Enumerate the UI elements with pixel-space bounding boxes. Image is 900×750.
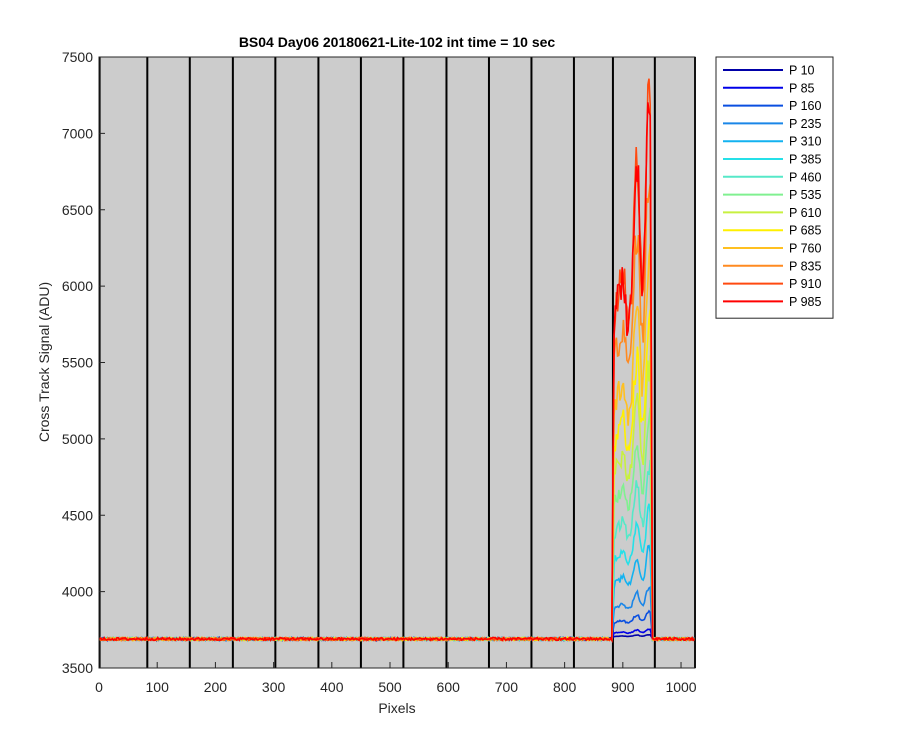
legend-entry: P 835 (789, 259, 821, 273)
y-tick-label: 7000 (62, 125, 93, 141)
x-tick-label: 700 (495, 679, 519, 695)
y-tick-label: 5000 (62, 431, 93, 447)
legend-entry: P 310 (789, 135, 821, 149)
x-tick-label: 200 (204, 679, 228, 695)
x-tick-label: 0 (95, 679, 103, 695)
x-tick-label: 800 (553, 679, 577, 695)
series-layer (98, 78, 696, 643)
x-tick-label: 1000 (665, 679, 696, 695)
y-tick-label: 6000 (62, 278, 93, 294)
legend-entry: P 910 (789, 277, 821, 291)
plot-area (98, 57, 696, 668)
x-tick-label: 400 (320, 679, 344, 695)
y-tick-label: 4000 (62, 584, 93, 600)
series-line-p985 (99, 102, 695, 643)
legend-entry: P 235 (789, 117, 821, 131)
legend-entry: P 610 (789, 206, 821, 220)
legend-entry: P 160 (789, 99, 821, 113)
y-tick-label: 7500 (62, 49, 93, 65)
legend-entry: P 460 (789, 170, 821, 184)
legend-entry: P 535 (789, 188, 821, 202)
y-tick-label: 4500 (62, 507, 93, 523)
axes-layer: 0 100 200 300 400 500 600 700 800 900 1000 3500 4000… (62, 49, 697, 695)
x-tick-label: 100 (146, 679, 170, 695)
y-axis-label: Cross Track Signal (ADU) (36, 282, 52, 442)
x-tick-label: 900 (611, 679, 635, 695)
y-tick-label: 6500 (62, 202, 93, 218)
x-tick-label: 600 (437, 679, 461, 695)
legend-entry: P 85 (789, 81, 815, 95)
x-tick-label: 500 (378, 679, 402, 695)
chart-title: BS04 Day06 20180621-Lite-102 int time = … (239, 34, 556, 50)
legend-box (715, 56, 834, 319)
legend: P 10 P 85 P 160 P 235 P 310 P 385 P 460 P 535 P … (715, 56, 834, 319)
legend-entry: P 985 (789, 295, 821, 309)
legend-entry: P 385 (789, 153, 821, 167)
legend-entry: P 10 (789, 64, 815, 78)
y-tick-label: 5500 (62, 355, 93, 371)
y-tick-label: 3500 (62, 660, 93, 676)
legend-entry: P 685 (789, 224, 821, 238)
x-axis-label: Pixels (378, 700, 415, 716)
legend-entry: P 760 (789, 242, 821, 256)
plot-background (99, 57, 695, 668)
x-tick-label: 300 (262, 679, 286, 695)
